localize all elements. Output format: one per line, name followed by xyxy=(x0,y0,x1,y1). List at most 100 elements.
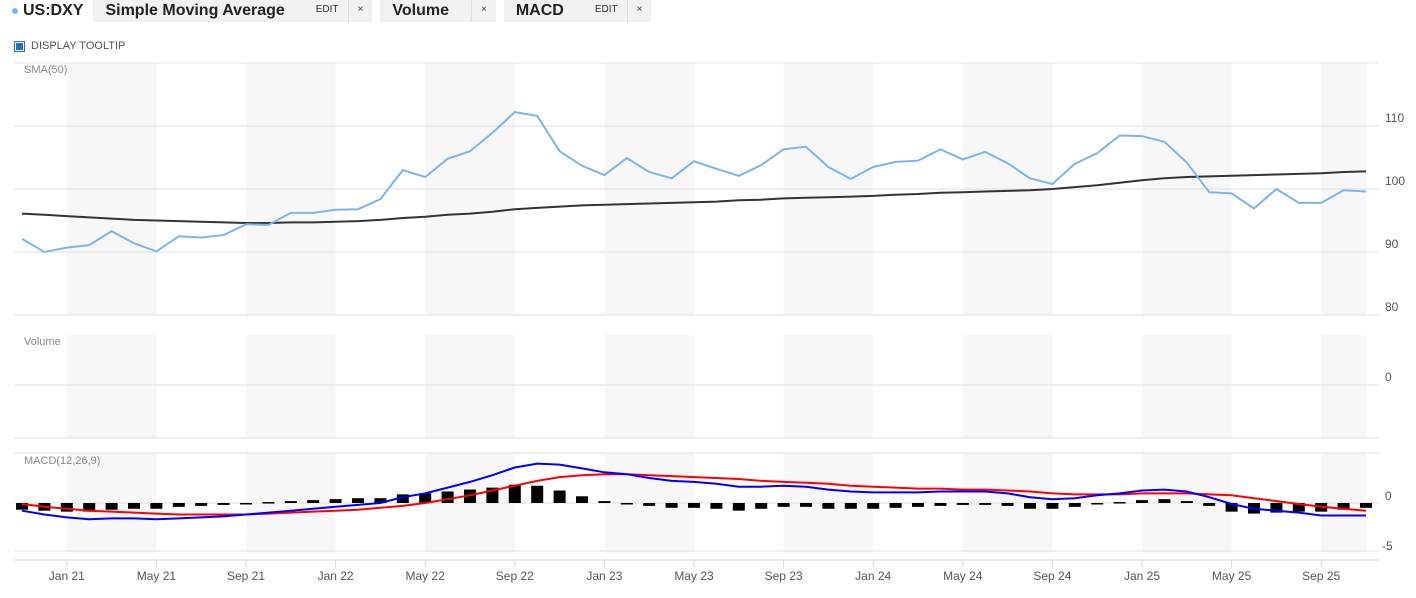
histogram-bar xyxy=(217,503,230,505)
histogram-bar xyxy=(710,503,723,509)
histogram-bar xyxy=(441,491,454,503)
pane-label: Volume xyxy=(24,336,61,348)
indicator-tabs: US:DXY Simple Moving Average EDIT × Volume… xyxy=(0,0,659,22)
histogram-bar xyxy=(688,503,700,508)
histogram-bar xyxy=(531,485,544,503)
histogram-bar xyxy=(553,490,566,503)
y-tick-label: 110 xyxy=(1385,111,1404,125)
histogram-bar xyxy=(374,498,387,503)
close-macd-icon[interactable]: × xyxy=(626,0,652,22)
series-dot-icon xyxy=(12,8,18,14)
histogram-bar xyxy=(800,503,812,507)
x-tick-label: Sep 23 xyxy=(765,569,803,583)
y-tick-label: 80 xyxy=(1385,300,1399,314)
histogram-bar xyxy=(60,503,73,512)
histogram-bar xyxy=(1360,503,1372,508)
display-tooltip-toggle[interactable]: DISPLAY TOOLTIP xyxy=(14,40,125,52)
histogram-bar xyxy=(352,498,364,503)
y-tick-label: 0 xyxy=(1385,370,1392,384)
edit-macd-button[interactable]: EDIT xyxy=(594,4,618,15)
histogram-bar xyxy=(620,503,633,505)
checkbox-icon[interactable] xyxy=(14,40,25,52)
tab-macd[interactable]: MACD EDIT × xyxy=(503,0,652,22)
histogram-bar xyxy=(956,503,969,505)
tab-volume[interactable]: Volume × xyxy=(380,0,496,22)
sma-line xyxy=(21,170,1367,224)
symbol-label: US:DXY xyxy=(0,0,93,22)
histogram-bar xyxy=(643,503,656,506)
histogram-bar xyxy=(732,503,745,511)
y-tick-label: 100 xyxy=(1385,174,1405,188)
histogram-bar xyxy=(1113,502,1126,504)
histogram-bar xyxy=(844,503,857,509)
macd-line xyxy=(21,462,1366,521)
x-tick-label: Sep 25 xyxy=(1302,569,1340,583)
histogram-bar xyxy=(598,501,611,503)
histogram-bar xyxy=(777,503,790,507)
x-tick-label: Sep 22 xyxy=(496,569,534,583)
pane-label: SMA(50) xyxy=(24,64,67,76)
x-tick-label: Jan 25 xyxy=(1124,569,1160,583)
histogram-bar xyxy=(83,503,96,512)
histogram-bar xyxy=(284,501,297,503)
histogram-bar xyxy=(16,503,28,510)
y-tick-label: -5 xyxy=(1382,539,1393,553)
symbol-text: US:DXY xyxy=(23,2,84,19)
histogram-bar xyxy=(1180,501,1193,503)
histogram-bar xyxy=(889,503,902,508)
histogram-bar xyxy=(1270,503,1283,513)
histogram-bar xyxy=(934,503,947,506)
histogram-bar xyxy=(1068,503,1081,507)
histogram-bar xyxy=(262,502,275,504)
histogram-bar xyxy=(822,503,835,509)
x-tick-label: May 21 xyxy=(137,569,177,583)
histogram-bar xyxy=(576,496,588,503)
histogram-bar xyxy=(172,503,185,507)
x-tick-label: Jan 22 xyxy=(318,569,354,583)
histogram-bar xyxy=(1292,503,1305,512)
x-tick-label: Jan 24 xyxy=(855,569,891,583)
histogram-bar xyxy=(755,503,768,509)
time-band xyxy=(425,335,515,438)
time-band xyxy=(1142,335,1232,438)
x-tick-label: Sep 21 xyxy=(227,569,265,583)
histogram-bar xyxy=(508,484,521,503)
x-tick-label: May 25 xyxy=(1212,569,1252,583)
histogram-bar xyxy=(150,503,163,509)
histogram-bar xyxy=(396,494,409,503)
x-tick-label: May 24 xyxy=(943,569,983,583)
tab-label[interactable]: Volume xyxy=(392,2,449,19)
time-band xyxy=(1321,335,1366,438)
x-tick-label: May 23 xyxy=(674,569,714,583)
histogram-bar xyxy=(867,503,880,509)
x-tick-label: Jan 23 xyxy=(586,569,622,583)
histogram-bar xyxy=(1203,503,1216,506)
tab-label[interactable]: Simple Moving Average xyxy=(105,2,285,19)
histogram-bar xyxy=(1091,503,1104,505)
histogram-bar xyxy=(329,499,342,503)
tooltip-label: DISPLAY TOOLTIP xyxy=(31,40,126,52)
histogram-bar xyxy=(419,493,432,503)
y-tick-label: 90 xyxy=(1385,237,1399,251)
close-volume-icon[interactable]: × xyxy=(471,0,496,22)
tab-label[interactable]: MACD xyxy=(515,2,564,19)
x-tick-label: Sep 24 xyxy=(1033,569,1071,583)
histogram-bar xyxy=(979,503,992,505)
histogram-bar xyxy=(912,503,924,507)
histogram-bar xyxy=(128,503,140,509)
x-tick-label: May 22 xyxy=(406,569,446,583)
time-band xyxy=(246,335,336,438)
edit-sma-button[interactable]: EDIT xyxy=(315,4,339,15)
y-tick-label: 0 xyxy=(1385,489,1392,503)
histogram-bar xyxy=(1337,503,1350,510)
histogram-bar xyxy=(1024,503,1036,509)
pane-label: MACD(12,26,9) xyxy=(24,455,100,467)
close-sma-icon[interactable]: × xyxy=(347,0,373,22)
histogram-bar xyxy=(1158,499,1171,503)
price-line xyxy=(21,111,1367,254)
x-tick-label: Jan 21 xyxy=(49,569,85,583)
tab-sma[interactable]: Simple Moving Average EDIT × xyxy=(93,0,373,22)
time-band xyxy=(604,335,694,438)
histogram-bar xyxy=(195,503,208,506)
time-band xyxy=(783,335,874,438)
